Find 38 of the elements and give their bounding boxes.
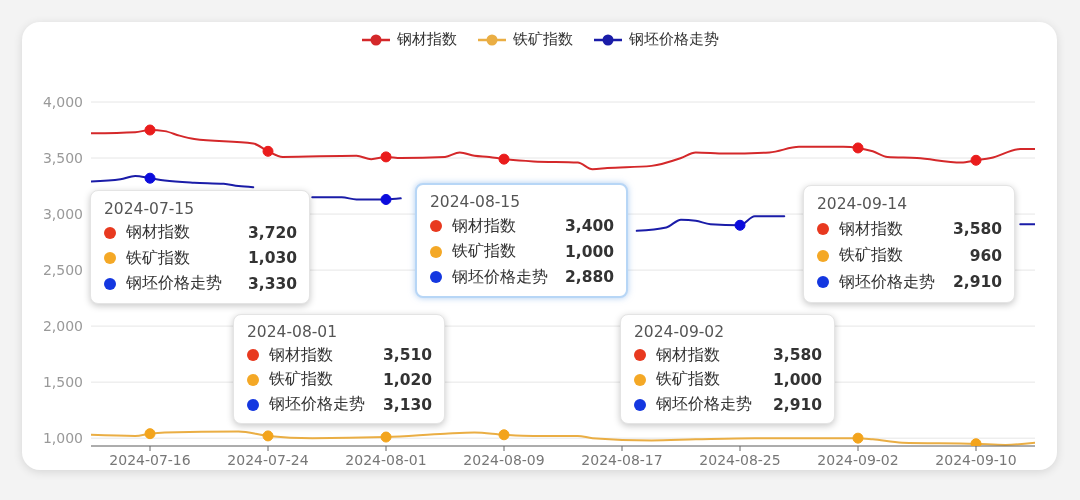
x-tick-label: 2024-07-16	[109, 451, 191, 468]
x-tick-label: 2024-09-10	[935, 451, 1017, 468]
point	[852, 432, 864, 444]
point	[498, 429, 510, 441]
y-tick-label: 1,500	[42, 374, 83, 391]
point	[144, 124, 156, 136]
tooltip-card: 2024-07-15 钢材指数 3,720 铁矿指数 1,030 钢坯价格走势 3,330	[90, 190, 310, 304]
point	[144, 172, 156, 184]
legend-label: 铁矿指数	[513, 30, 573, 49]
x-tick-label: 2024-08-17	[581, 451, 663, 468]
point	[262, 145, 274, 157]
y-tick-label: 3,500	[42, 150, 83, 166]
line-series	[91, 430, 1035, 446]
point	[970, 154, 982, 166]
y-tick-label: 2,000	[42, 318, 83, 335]
point	[380, 193, 392, 205]
point	[498, 153, 510, 165]
tooltip-card: 2024-08-15 钢材指数 3,400 铁矿指数 1,000 钢坯价格走势 2,880	[415, 183, 628, 298]
point	[380, 431, 392, 443]
x-tick-label: 2024-08-01	[345, 451, 427, 468]
y-tick-label: 1,000	[42, 430, 83, 447]
x-tick-label: 2024-07-24	[227, 451, 309, 468]
x-tick-label: 2024-09-02	[817, 451, 899, 468]
legend-label: 钢材指数	[397, 30, 457, 49]
legend-label: 钢坯价格走势	[629, 30, 719, 49]
point	[734, 219, 746, 231]
point	[144, 428, 156, 440]
x-tick-label: 2024-08-25	[699, 451, 781, 468]
y-tick-label: 2,500	[42, 262, 83, 279]
y-tick-label: 3,000	[42, 206, 83, 223]
point	[262, 430, 274, 442]
point	[852, 142, 864, 154]
tooltip-card: 2024-09-14 钢材指数 3,580 铁矿指数 960 钢坯价格走势 2,910	[803, 185, 1015, 303]
tooltip-card: 2024-09-02 钢材指数 3,580 铁矿指数 1,000 钢坯价格走势 2,910	[620, 314, 835, 424]
y-tick-label: 4,000	[42, 93, 83, 110]
point	[380, 151, 392, 163]
tooltip-card: 2024-08-01 钢材指数 3,510 铁矿指数 1,020 钢坯价格走势 3,130	[233, 314, 445, 424]
x-tick-label: 2024-08-09	[463, 451, 545, 468]
